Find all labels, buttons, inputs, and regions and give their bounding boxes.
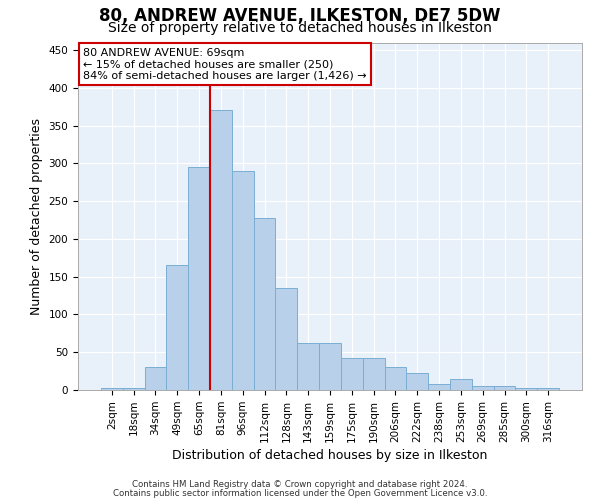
Bar xyxy=(297,343,319,390)
Bar xyxy=(385,368,406,390)
Bar xyxy=(188,167,210,390)
Bar xyxy=(166,266,188,390)
Bar xyxy=(101,388,123,390)
Bar xyxy=(537,388,559,390)
Bar xyxy=(428,384,450,390)
Bar xyxy=(319,343,341,390)
Bar xyxy=(494,386,515,390)
Bar xyxy=(341,358,363,390)
Bar xyxy=(406,372,428,390)
Bar xyxy=(145,368,166,390)
Text: Contains public sector information licensed under the Open Government Licence v3: Contains public sector information licen… xyxy=(113,488,487,498)
Bar xyxy=(515,388,537,390)
Bar xyxy=(450,378,472,390)
Bar xyxy=(275,288,297,390)
Bar xyxy=(254,218,275,390)
Text: Size of property relative to detached houses in Ilkeston: Size of property relative to detached ho… xyxy=(108,21,492,35)
Bar xyxy=(363,358,385,390)
Text: 80 ANDREW AVENUE: 69sqm
← 15% of detached houses are smaller (250)
84% of semi-d: 80 ANDREW AVENUE: 69sqm ← 15% of detache… xyxy=(83,48,367,81)
Bar xyxy=(210,110,232,390)
X-axis label: Distribution of detached houses by size in Ilkeston: Distribution of detached houses by size … xyxy=(172,449,488,462)
Bar xyxy=(472,386,494,390)
Text: 80, ANDREW AVENUE, ILKESTON, DE7 5DW: 80, ANDREW AVENUE, ILKESTON, DE7 5DW xyxy=(99,8,501,26)
Text: Contains HM Land Registry data © Crown copyright and database right 2024.: Contains HM Land Registry data © Crown c… xyxy=(132,480,468,489)
Bar xyxy=(232,171,254,390)
Y-axis label: Number of detached properties: Number of detached properties xyxy=(30,118,43,315)
Bar xyxy=(123,388,145,390)
